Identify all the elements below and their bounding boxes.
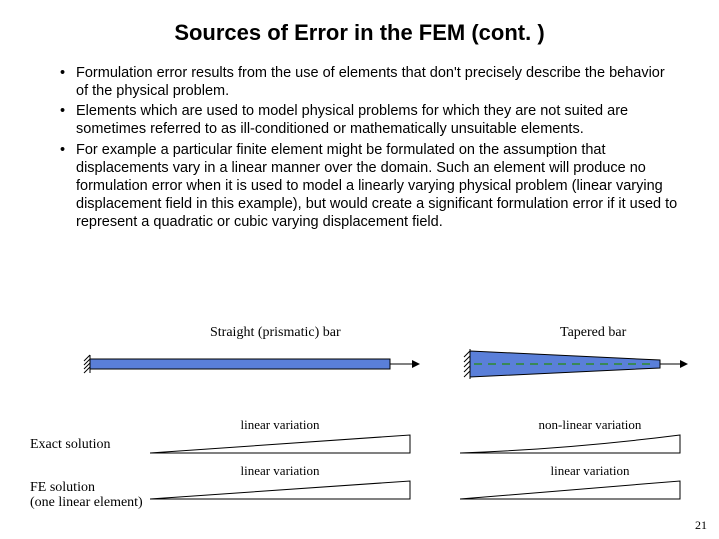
left-fe-wedge — [150, 479, 420, 501]
left-exact-wedge — [150, 433, 420, 455]
right-exact-wedge — [460, 433, 690, 455]
bullet-list: Formulation error results from the use o… — [40, 64, 679, 231]
bullet-item: For example a particular finite element … — [60, 141, 679, 232]
straight-bar-svg — [80, 347, 420, 381]
caption-right-exact: non-linear variation — [460, 417, 719, 433]
right-col-label: Tapered bar — [560, 325, 626, 341]
page-title: Sources of Error in the FEM (cont. ) — [40, 20, 679, 46]
bullet-item: Elements which are used to model physica… — [60, 102, 679, 138]
page-number: 21 — [695, 518, 707, 533]
diagram-area: Straight (prismatic) bar Tapered bar lin… — [40, 325, 680, 515]
caption-left-fe: linear variation — [150, 463, 410, 479]
row-label-exact: Exact solution — [30, 437, 111, 453]
right-fe-wedge — [460, 479, 690, 501]
tapered-bar-svg — [460, 343, 690, 385]
left-col-label: Straight (prismatic) bar — [210, 325, 341, 341]
bullet-item: Formulation error results from the use o… — [60, 64, 679, 100]
caption-left-exact: linear variation — [150, 417, 410, 433]
row-label-fe1: FE solution — [30, 480, 95, 496]
row-label-fe2: (one linear element) — [30, 495, 143, 511]
caption-right-fe: linear variation — [460, 463, 719, 479]
